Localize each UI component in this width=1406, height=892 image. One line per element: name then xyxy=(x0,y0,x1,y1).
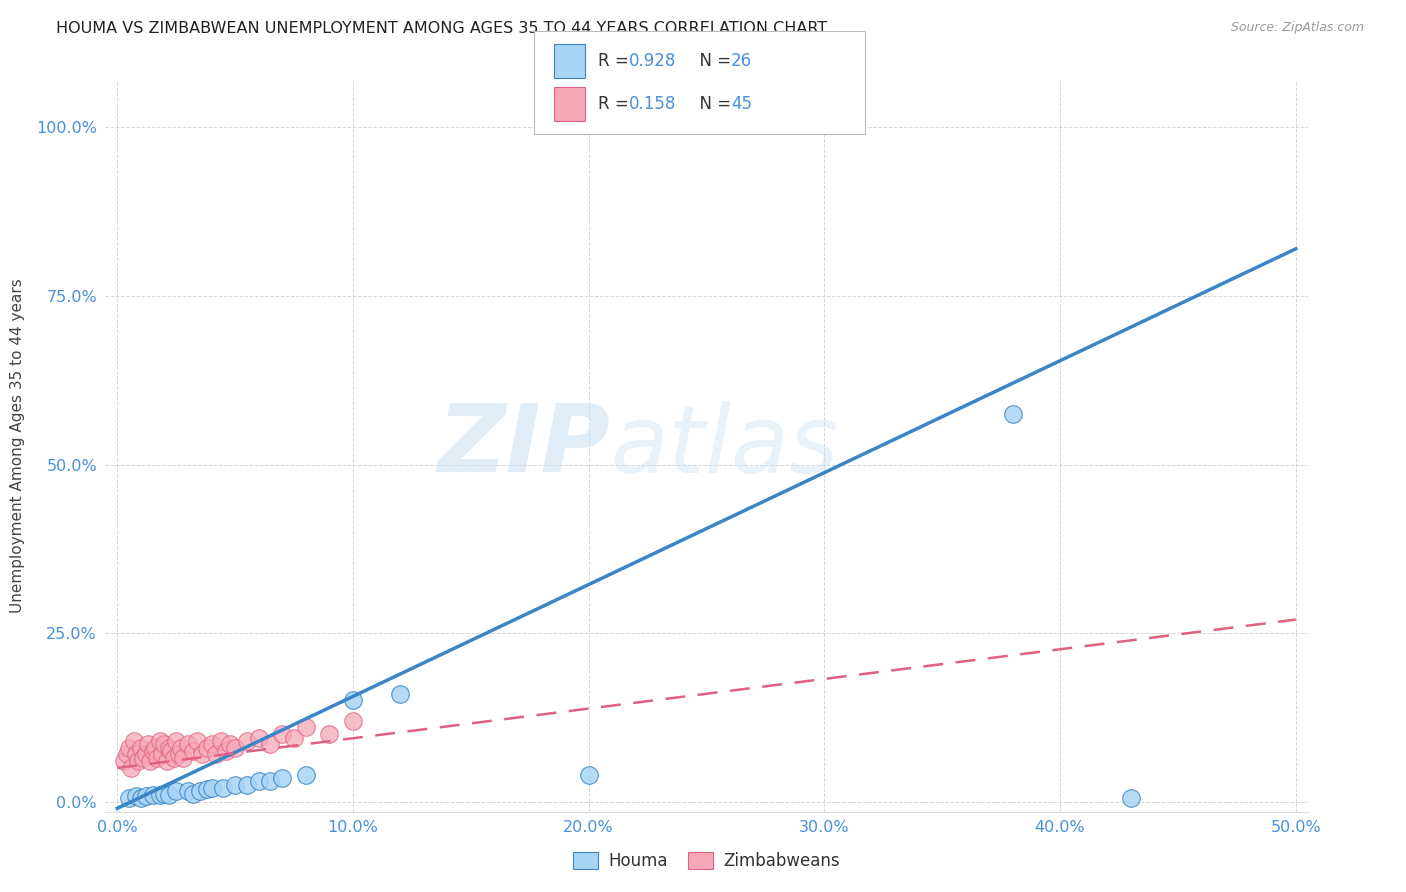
Text: R =: R = xyxy=(598,95,634,113)
Point xyxy=(160,744,183,758)
Point xyxy=(219,737,242,751)
Point xyxy=(236,734,259,748)
Legend: Houma, Zimbabweans: Houma, Zimbabweans xyxy=(567,845,846,877)
Point xyxy=(125,789,148,804)
Point xyxy=(295,767,318,781)
Point xyxy=(195,782,218,797)
Point xyxy=(271,771,294,785)
Point xyxy=(209,734,232,748)
Point xyxy=(118,791,141,805)
Point xyxy=(150,747,173,762)
Point xyxy=(142,744,165,758)
Point xyxy=(143,740,166,755)
Text: ZIP: ZIP xyxy=(437,400,610,492)
Point xyxy=(318,727,340,741)
Point xyxy=(129,791,152,805)
Point xyxy=(389,687,412,701)
Point xyxy=(153,737,176,751)
Point xyxy=(172,751,194,765)
Point xyxy=(177,737,200,751)
Point xyxy=(1001,407,1024,421)
Point xyxy=(149,788,172,802)
Point xyxy=(139,754,162,768)
Text: 26: 26 xyxy=(731,52,752,70)
Point xyxy=(127,754,149,768)
Point xyxy=(129,740,152,755)
Point xyxy=(191,747,214,762)
Point xyxy=(112,754,135,768)
Point xyxy=(1119,791,1142,805)
Text: N =: N = xyxy=(689,95,737,113)
Point xyxy=(259,774,281,789)
Point xyxy=(122,734,145,748)
Point xyxy=(181,787,204,801)
Point xyxy=(259,737,281,751)
Point xyxy=(165,734,187,748)
Text: 0.928: 0.928 xyxy=(628,52,676,70)
Text: N =: N = xyxy=(689,52,737,70)
Y-axis label: Unemployment Among Ages 35 to 44 years: Unemployment Among Ages 35 to 44 years xyxy=(10,278,25,614)
Point xyxy=(125,747,148,762)
Point xyxy=(224,740,246,755)
Point xyxy=(578,767,600,781)
Point xyxy=(247,774,270,789)
Point xyxy=(157,788,180,802)
Point xyxy=(118,740,141,755)
Point xyxy=(247,731,270,745)
Point xyxy=(163,751,186,765)
Point xyxy=(136,737,159,751)
Text: 0.158: 0.158 xyxy=(628,95,676,113)
Point xyxy=(186,734,208,748)
Point xyxy=(342,714,364,728)
Point xyxy=(146,751,169,765)
Point xyxy=(188,784,211,798)
Point xyxy=(135,789,156,804)
Point xyxy=(195,740,218,755)
Point xyxy=(149,734,172,748)
Point xyxy=(295,721,318,735)
Point xyxy=(157,740,180,755)
Point xyxy=(200,781,222,796)
Point xyxy=(156,754,179,768)
Point xyxy=(271,727,294,741)
Point xyxy=(200,737,222,751)
Point xyxy=(170,740,193,755)
Text: Source: ZipAtlas.com: Source: ZipAtlas.com xyxy=(1230,21,1364,34)
Point xyxy=(181,744,204,758)
Point xyxy=(153,787,176,801)
Text: HOUMA VS ZIMBABWEAN UNEMPLOYMENT AMONG AGES 35 TO 44 YEARS CORRELATION CHART: HOUMA VS ZIMBABWEAN UNEMPLOYMENT AMONG A… xyxy=(56,21,828,36)
Point xyxy=(177,784,200,798)
Text: atlas: atlas xyxy=(610,401,838,491)
Point xyxy=(135,747,156,762)
Point xyxy=(236,778,259,792)
Point xyxy=(167,747,190,762)
Point xyxy=(224,778,246,792)
Point xyxy=(214,744,236,758)
Text: 45: 45 xyxy=(731,95,752,113)
Point xyxy=(165,784,187,798)
Point xyxy=(132,751,155,765)
Point xyxy=(205,747,228,762)
Text: R =: R = xyxy=(598,52,634,70)
Point xyxy=(283,731,305,745)
Point xyxy=(142,788,165,802)
Point xyxy=(115,747,138,762)
Point xyxy=(120,761,142,775)
Point xyxy=(212,781,235,796)
Point xyxy=(342,693,364,707)
